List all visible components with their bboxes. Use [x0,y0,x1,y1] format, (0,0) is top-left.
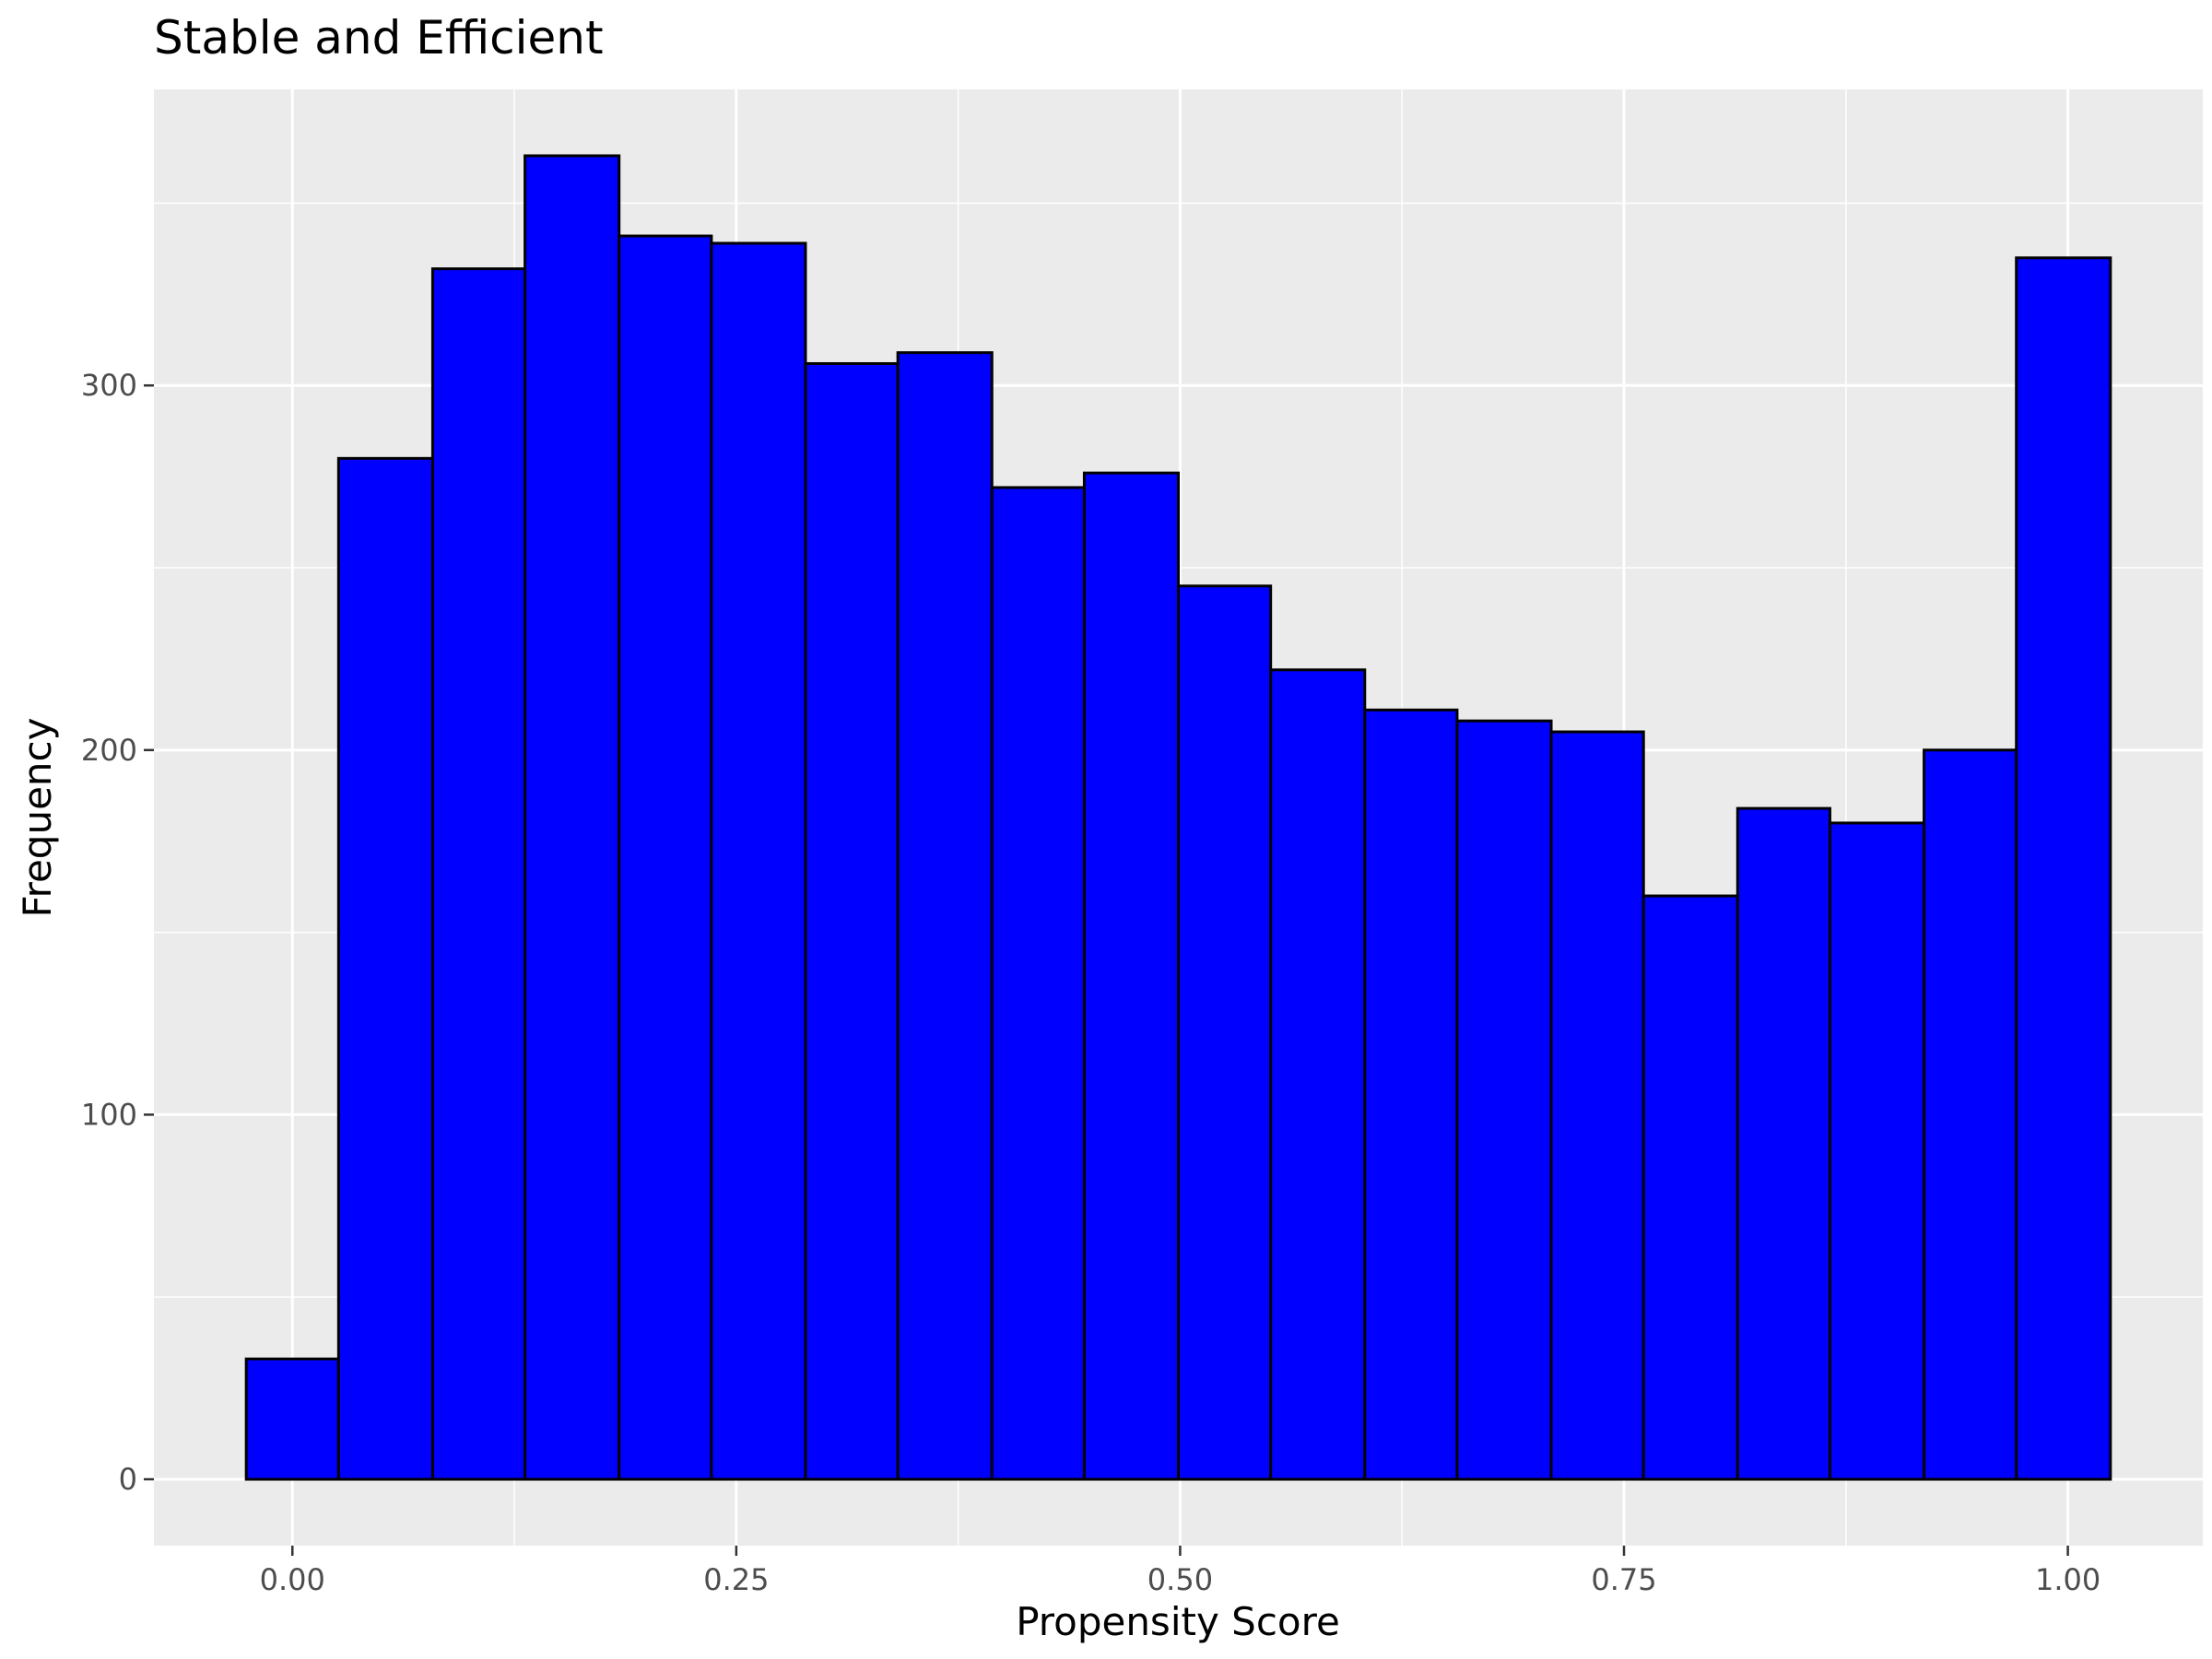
y-axis-title: Frequency [15,718,60,918]
histogram-bar [618,234,713,1481]
histogram-bar [896,351,994,1481]
y-tick-label: 0 [119,1462,137,1497]
x-tick-label: 1.00 [2035,1562,2100,1597]
x-tick-label: 0.00 [260,1562,325,1597]
histogram-bar [1455,719,1553,1481]
histogram-bar [804,361,900,1481]
histogram-bar [1641,894,1739,1481]
histogram-bar [524,154,621,1481]
x-axis: 0.00 0.25 0.50 0.75 1.00 [260,1546,2100,1597]
histogram-bar [1735,806,1831,1481]
chart-title: Stable and Efficient [154,11,604,65]
y-tick-label: 200 [81,733,137,768]
histogram-bar [1177,584,1273,1481]
histogram-bar [430,267,527,1481]
histogram-bar [1082,471,1180,1481]
histogram-bar [2015,256,2112,1481]
histogram-bar [1549,730,1645,1481]
x-axis-title: Propensity Score [1016,1599,1340,1644]
histogram-bar [710,241,807,1481]
histogram-bar [1269,668,1367,1481]
histogram-bars [244,154,2112,1481]
y-axis: 0 100 200 300 [81,368,154,1497]
histogram-bar [1923,748,2018,1481]
histogram-bar [336,456,434,1481]
y-tick-label: 100 [81,1097,137,1132]
histogram-bar [1363,708,1459,1481]
x-tick-label: 0.75 [1591,1562,1656,1597]
y-tick-label: 300 [81,368,137,403]
histogram-bar [990,486,1086,1481]
x-tick-label: 0.50 [1147,1562,1213,1597]
x-tick-label: 0.25 [703,1562,769,1597]
histogram-bar [244,1357,340,1481]
histogram-bar [1828,821,1926,1481]
